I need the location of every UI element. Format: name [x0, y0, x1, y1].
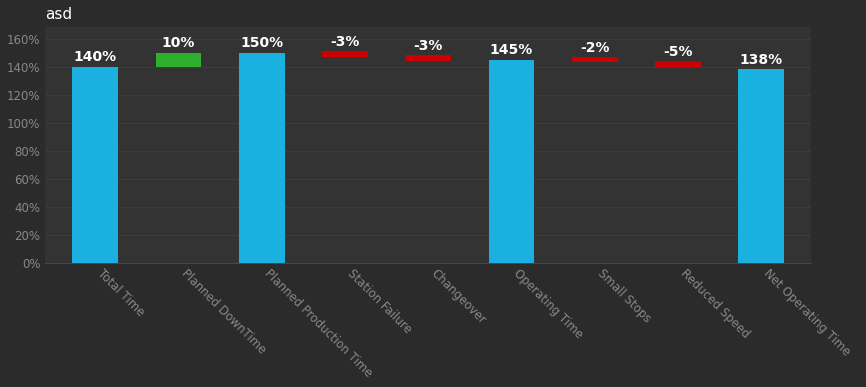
Bar [488, 60, 534, 263]
Text: -3%: -3% [414, 39, 443, 53]
Bar [239, 53, 285, 263]
Text: 150%: 150% [240, 36, 283, 50]
Text: -5%: -5% [663, 45, 693, 59]
Bar [572, 57, 617, 62]
Bar [739, 69, 784, 263]
Text: -2%: -2% [580, 41, 610, 55]
Text: 140%: 140% [74, 50, 117, 65]
Bar [73, 67, 118, 263]
Bar [405, 55, 451, 61]
Text: asd: asd [45, 7, 73, 22]
Bar [156, 53, 202, 67]
Text: 138%: 138% [740, 53, 783, 67]
Text: -3%: -3% [330, 35, 359, 49]
Bar [322, 51, 368, 57]
Bar [655, 61, 701, 67]
Text: 145%: 145% [490, 43, 533, 57]
Text: 10%: 10% [162, 36, 195, 50]
